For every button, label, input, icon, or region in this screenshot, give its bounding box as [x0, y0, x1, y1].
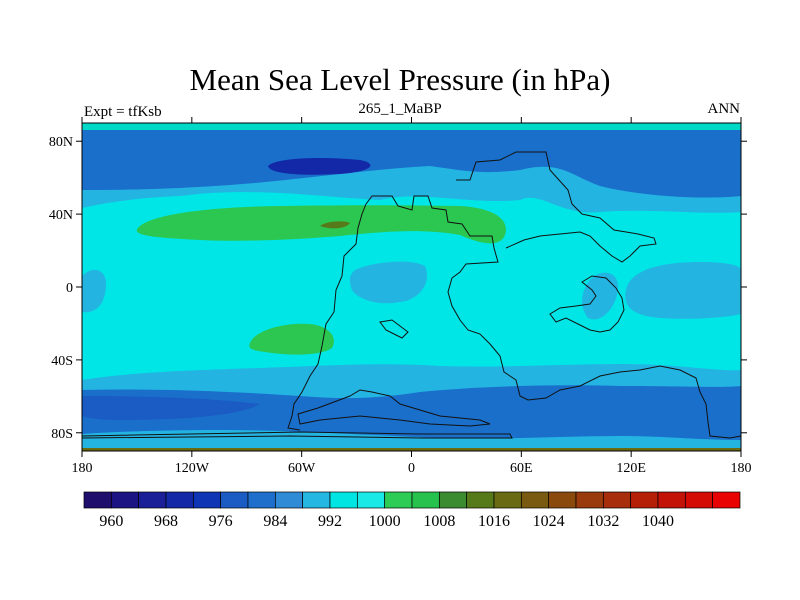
colorbar-swatch	[329, 491, 358, 509]
coast-antarctica	[82, 431, 513, 439]
lon-tick-label: 180	[72, 461, 93, 476]
field-pole-strip	[82, 448, 741, 451]
lat-tick-label: 40S	[51, 354, 73, 369]
colorbar-swatch	[630, 491, 659, 509]
colorbar-label: 1032	[587, 513, 619, 530]
colorbar-label: 1016	[478, 513, 510, 530]
experiment-label: Expt = tfKsb	[84, 104, 162, 120]
colorbar-swatch	[138, 491, 167, 509]
lat-tick-label: 0	[66, 281, 73, 296]
run-label: 265_1_MaBP	[358, 101, 442, 117]
field-arctic-strip	[82, 123, 741, 130]
colorbar-swatch	[220, 491, 249, 509]
colorbar-swatch	[657, 491, 686, 509]
coast-island-1	[379, 319, 409, 339]
colorbar-swatch	[493, 491, 522, 509]
colorbar-swatch	[548, 491, 577, 509]
field-tropical-patch-west	[82, 269, 106, 313]
colorbar-swatch	[411, 491, 440, 509]
coast-south-loop	[297, 389, 491, 427]
chart-title: Mean Sea Level Pressure (in hPa)	[189, 62, 611, 97]
colorbar-label: 1000	[369, 513, 401, 530]
field-north-peak	[320, 221, 350, 229]
colorbar-label: 1024	[533, 513, 565, 530]
lon-tick-label: 120E	[616, 461, 646, 476]
field-north-high	[136, 205, 506, 244]
coast-island-2	[549, 275, 625, 333]
colorbar-swatch	[192, 491, 222, 509]
lat-tick-label: 80S	[51, 427, 73, 442]
lon-tick-label: 60W	[288, 461, 316, 476]
field-south-low	[82, 396, 260, 420]
coast-africa-west	[287, 203, 367, 431]
lon-tick-label: 120W	[175, 461, 210, 476]
colorbar-label: 1040	[642, 513, 674, 530]
map-fields	[82, 123, 741, 451]
colorbar-swatch	[384, 491, 413, 509]
colorbar-swatch	[356, 491, 386, 509]
lat-tick-label: 80N	[49, 135, 73, 150]
colorbar-swatch	[302, 491, 331, 509]
colorbar-swatch	[247, 491, 276, 509]
colorbar-label: 1008	[423, 513, 455, 530]
colorbar-swatch	[602, 491, 632, 509]
colorbar-swatch	[438, 491, 468, 509]
coast-eurasia	[456, 151, 657, 263]
colorbar-label: 960	[99, 513, 123, 530]
field-tropical-patch-atlantic	[349, 261, 428, 304]
colorbar-label: 992	[318, 513, 342, 530]
field-tropical-patch-indian	[582, 272, 619, 320]
colorbar-label: 984	[263, 513, 287, 530]
field-tropical-patch-east	[625, 262, 741, 319]
season-label: ANN	[707, 101, 741, 117]
colorbar-swatch	[466, 491, 495, 509]
field-south-high	[249, 323, 334, 355]
colorbar-swatch	[684, 491, 714, 509]
colorbar-swatch	[165, 491, 194, 509]
field-north-low	[268, 158, 371, 175]
field-south-band-mid	[82, 385, 741, 440]
lon-tick-label: 0	[408, 461, 415, 476]
lon-tick-label: 180	[731, 461, 752, 476]
field-antarctic-strip	[82, 444, 741, 451]
lon-tick-label: 60E	[510, 461, 533, 476]
field-north-band-mid	[82, 123, 741, 198]
colorbar-swatch	[274, 491, 304, 509]
map-axes: 180 120W 60W 0 60E 120E 180 80N 40N 0 40S 80S	[49, 117, 752, 476]
colorbar-swatch	[520, 491, 550, 509]
colorbar-swatch	[575, 491, 604, 509]
colorbar-swatch	[110, 491, 140, 509]
colorbar: 960 968 976 984 992 1000 1008 1016 1024 1032 1040	[83, 491, 741, 530]
colorbar-swatch	[83, 491, 112, 509]
colorbar-swatch	[712, 491, 741, 509]
coast-americas	[365, 195, 741, 439]
coastlines	[82, 151, 741, 439]
colorbar-label: 976	[209, 513, 233, 530]
colorbar-label: 968	[154, 513, 178, 530]
lat-tick-label: 40N	[49, 208, 73, 223]
